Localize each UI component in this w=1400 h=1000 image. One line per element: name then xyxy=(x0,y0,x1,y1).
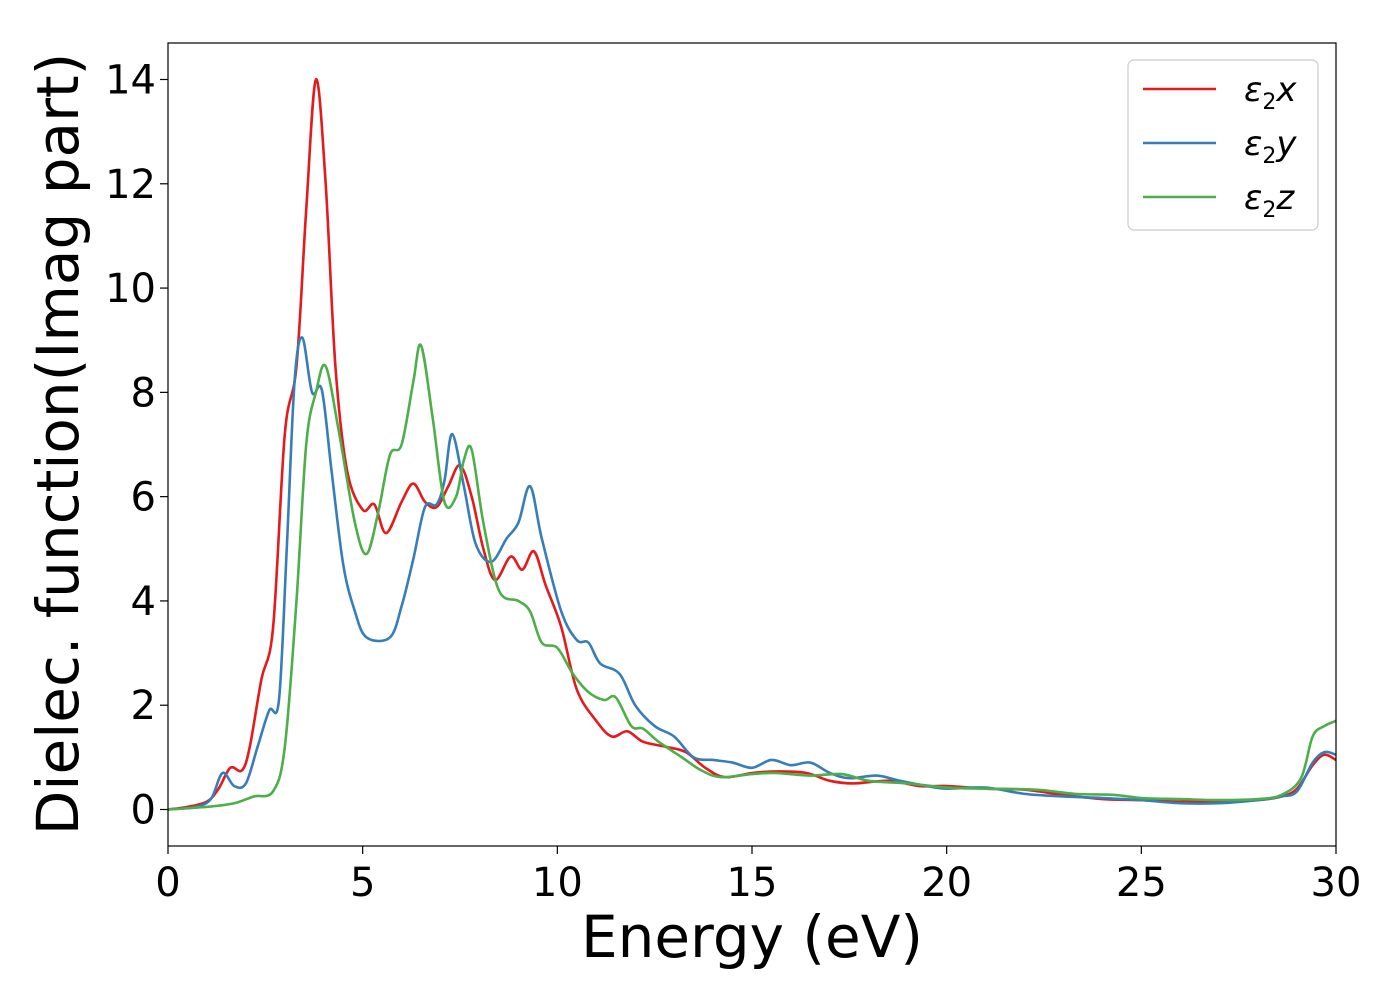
legend-label-x: ε2x xyxy=(1244,70,1297,115)
y-tick-label: 8 xyxy=(131,370,156,416)
y-tick-label: 14 xyxy=(105,58,156,104)
legend-label-y: ε2y xyxy=(1244,124,1297,169)
x-tick-label: 0 xyxy=(155,860,180,906)
y-tick-label: 2 xyxy=(131,683,156,729)
series-layer xyxy=(167,78,1337,811)
x-tick-label: 5 xyxy=(350,860,375,906)
x-tick-label: 30 xyxy=(1311,860,1362,906)
legend: ε2x ε2y ε2z xyxy=(1127,59,1319,231)
x-tick-label: 20 xyxy=(921,860,972,906)
x-tick-label: 15 xyxy=(727,860,778,906)
y-axis-ticks: 0 2 4 6 8 10 12 14 xyxy=(105,58,168,834)
x-tick-label: 25 xyxy=(1116,860,1167,906)
y-tick-label: 12 xyxy=(105,162,156,208)
legend-label-z: ε2z xyxy=(1244,178,1295,223)
y-tick-label: 10 xyxy=(105,266,156,312)
x-tick-label: 10 xyxy=(532,860,583,906)
series-line-y xyxy=(167,336,1337,811)
legend-box xyxy=(1127,59,1319,231)
y-axis-label: Dielec. function(Imag part) xyxy=(24,53,92,836)
y-tick-label: 6 xyxy=(131,475,156,521)
x-axis-label: Energy (eV) xyxy=(581,903,923,971)
x-axis-ticks: 0 5 10 15 20 25 30 xyxy=(155,846,1361,906)
y-tick-label: 4 xyxy=(131,579,156,625)
series-line-z xyxy=(167,343,1337,811)
y-tick-label: 0 xyxy=(131,788,156,834)
